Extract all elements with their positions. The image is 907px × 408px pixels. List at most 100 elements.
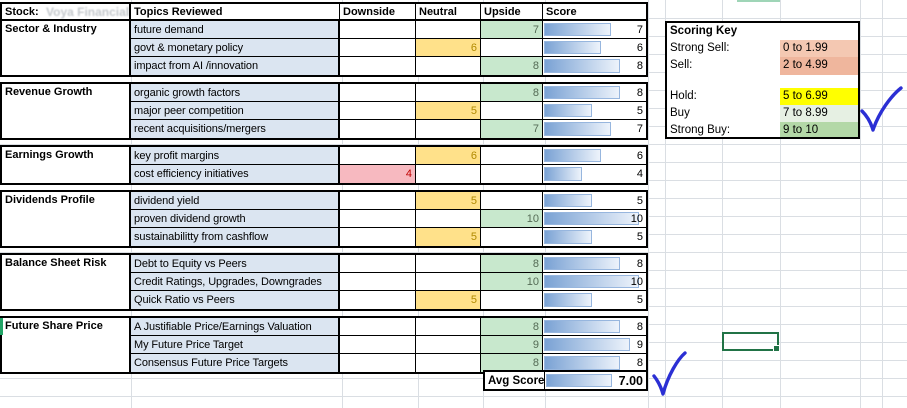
topic-cell[interactable]: sustainabilitty from cashflow xyxy=(131,228,340,246)
scoring-key-label-strong-buy[interactable]: Strong Buy: xyxy=(667,122,780,137)
topic-cell[interactable]: govt & monetary policy xyxy=(131,39,340,57)
downside-cell[interactable] xyxy=(340,192,416,210)
upside-cell[interactable] xyxy=(481,291,543,309)
topic-cell[interactable]: Credit Ratings, Upgrades, Downgrades xyxy=(131,273,340,291)
upside-cell[interactable]: 10 xyxy=(481,210,543,228)
topic-cell[interactable]: recent acquisitions/mergers xyxy=(131,120,340,138)
neutral-cell[interactable]: 6 xyxy=(416,147,481,165)
score-cell[interactable]: 8 xyxy=(543,255,646,273)
score-cell[interactable]: 9 xyxy=(543,336,646,354)
column-header-downside[interactable]: Downside xyxy=(340,4,416,19)
column-header-topics[interactable]: Topics Reviewed xyxy=(131,4,340,19)
score-cell[interactable]: 5 xyxy=(543,291,646,309)
score-cell[interactable]: 4 xyxy=(543,165,646,183)
downside-cell[interactable] xyxy=(340,120,416,138)
neutral-cell[interactable]: 5 xyxy=(416,228,481,246)
score-cell[interactable]: 8 xyxy=(543,318,646,336)
upside-cell[interactable] xyxy=(481,165,543,183)
upside-cell[interactable]: 8 xyxy=(481,318,543,336)
downside-cell[interactable]: 4 xyxy=(340,165,416,183)
topic-cell[interactable]: future demand xyxy=(131,21,340,39)
downside-cell[interactable] xyxy=(340,102,416,120)
topic-cell[interactable]: Consensus Future Price Targets xyxy=(131,354,340,372)
downside-cell[interactable] xyxy=(340,21,416,39)
neutral-cell[interactable] xyxy=(416,210,481,228)
score-cell[interactable]: 7 xyxy=(543,120,646,138)
stock-header-cell[interactable]: Stock: Voya Financial xyxy=(2,4,131,19)
topic-cell[interactable]: cost efficiency initiatives xyxy=(131,165,340,183)
neutral-cell[interactable] xyxy=(416,21,481,39)
downside-cell[interactable] xyxy=(340,84,416,102)
score-cell[interactable]: 8 xyxy=(543,57,646,75)
neutral-cell[interactable]: 6 xyxy=(416,39,481,57)
selected-cell[interactable] xyxy=(722,332,779,351)
downside-cell[interactable] xyxy=(340,273,416,291)
downside-cell[interactable] xyxy=(340,318,416,336)
neutral-cell[interactable] xyxy=(416,120,481,138)
scoring-key-range-strong-buy[interactable]: 9 to 10 xyxy=(780,122,858,137)
upside-cell[interactable]: 8 xyxy=(481,57,543,75)
downside-cell[interactable] xyxy=(340,147,416,165)
upside-cell[interactable] xyxy=(481,39,543,57)
upside-cell[interactable]: 10 xyxy=(481,273,543,291)
scoring-key-label-hold[interactable]: Hold: xyxy=(667,88,780,105)
category-name-cell[interactable]: Revenue Growth xyxy=(2,84,131,138)
downside-cell[interactable] xyxy=(340,291,416,309)
topic-cell[interactable]: A Justifiable Price/Earnings Valuation xyxy=(131,318,340,336)
topic-cell[interactable]: proven dividend growth xyxy=(131,210,340,228)
neutral-cell[interactable]: 5 xyxy=(416,192,481,210)
category-name-cell[interactable]: Earnings Growth xyxy=(2,147,131,183)
topic-cell[interactable]: Quick Ratio vs Peers xyxy=(131,291,340,309)
neutral-cell[interactable] xyxy=(416,336,481,354)
upside-cell[interactable] xyxy=(481,147,543,165)
topic-cell[interactable]: My Future Price Target xyxy=(131,336,340,354)
fill-handle[interactable] xyxy=(773,345,780,352)
downside-cell[interactable] xyxy=(340,39,416,57)
score-cell[interactable]: 5 xyxy=(543,102,646,120)
score-cell[interactable]: 10 xyxy=(543,273,646,291)
downside-cell[interactable] xyxy=(340,57,416,75)
column-header-upside[interactable]: Upside xyxy=(481,4,543,19)
neutral-cell[interactable] xyxy=(416,318,481,336)
category-name-cell[interactable]: Balance Sheet Risk xyxy=(2,255,131,309)
scoring-key-range-hold[interactable]: 5 to 6.99 xyxy=(780,88,858,105)
upside-cell[interactable]: 9 xyxy=(481,336,543,354)
neutral-cell[interactable]: 5 xyxy=(416,291,481,309)
downside-cell[interactable] xyxy=(340,210,416,228)
scoring-key-range-buy[interactable]: 7 to 8.99 xyxy=(780,105,858,122)
topic-cell[interactable]: organic growth factors xyxy=(131,84,340,102)
category-name-cell[interactable]: Sector & Industry xyxy=(2,21,131,75)
category-name-cell[interactable]: Dividends Profile xyxy=(2,192,131,246)
neutral-cell[interactable] xyxy=(416,84,481,102)
downside-cell[interactable] xyxy=(340,336,416,354)
neutral-cell[interactable] xyxy=(416,165,481,183)
avg-score-label-cell[interactable]: Avg Score xyxy=(485,372,545,389)
score-cell[interactable]: 5 xyxy=(543,228,646,246)
upside-cell[interactable] xyxy=(481,228,543,246)
topic-cell[interactable]: key profit margins xyxy=(131,147,340,165)
upside-cell[interactable]: 8 xyxy=(481,255,543,273)
column-header-neutral[interactable]: Neutral xyxy=(416,4,481,19)
score-cell[interactable]: 6 xyxy=(543,147,646,165)
scoring-key-range-strong-sell[interactable]: 0 to 1.99 xyxy=(780,40,858,57)
neutral-cell[interactable] xyxy=(416,255,481,273)
score-cell[interactable]: 8 xyxy=(543,84,646,102)
topic-cell[interactable]: dividend yield xyxy=(131,192,340,210)
downside-cell[interactable] xyxy=(340,255,416,273)
score-cell[interactable]: 10 xyxy=(543,210,646,228)
downside-cell[interactable] xyxy=(340,354,416,372)
score-cell[interactable]: 5 xyxy=(543,192,646,210)
topic-cell[interactable]: major peer competition xyxy=(131,102,340,120)
neutral-cell[interactable] xyxy=(416,354,481,372)
topic-cell[interactable]: Debt to Equity vs Peers xyxy=(131,255,340,273)
downside-cell[interactable] xyxy=(340,228,416,246)
topic-cell[interactable]: impact from AI /innovation xyxy=(131,57,340,75)
scoring-key-label-buy[interactable]: Buy xyxy=(667,105,780,122)
upside-cell[interactable] xyxy=(481,192,543,210)
scoring-key-range-sell[interactable]: 2 to 4.99 xyxy=(780,57,858,75)
neutral-cell[interactable]: 5 xyxy=(416,102,481,120)
neutral-cell[interactable] xyxy=(416,273,481,291)
neutral-cell[interactable] xyxy=(416,57,481,75)
upside-cell[interactable]: 8 xyxy=(481,84,543,102)
score-cell[interactable]: 7 xyxy=(543,21,646,39)
